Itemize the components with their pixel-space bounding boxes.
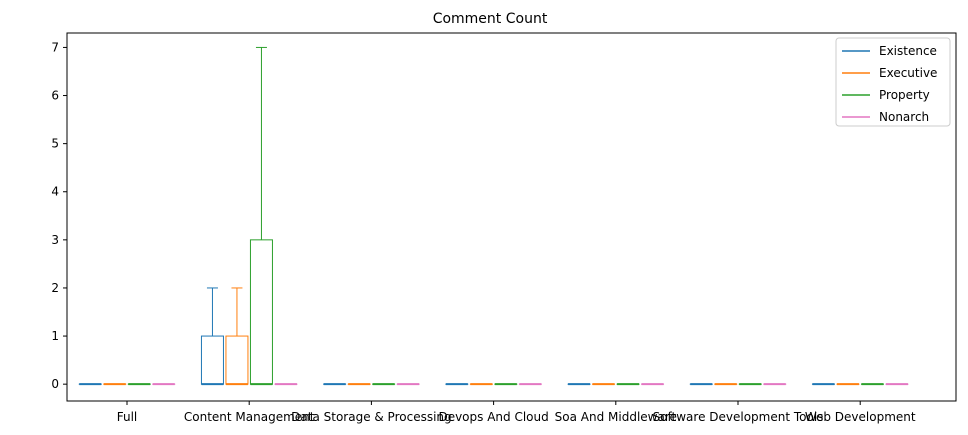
box-body xyxy=(200,335,224,385)
x-tick-label: Data Storage & Processing xyxy=(291,410,451,424)
x-tick-label: Soa And Middleware xyxy=(555,410,677,424)
legend-label: Nonarch xyxy=(879,110,929,124)
y-tick-label: 4 xyxy=(51,185,59,199)
legend-label: Existence xyxy=(879,44,937,58)
box-body xyxy=(225,335,249,385)
box-executive xyxy=(225,287,249,386)
x-tick-label: Software Development Tools xyxy=(653,410,824,424)
legend-frame xyxy=(835,37,951,127)
y-tick-label: 7 xyxy=(51,40,59,54)
y-tick-label: 1 xyxy=(51,329,59,343)
y-tick-label: 5 xyxy=(51,137,59,151)
legend: Existence Executive Property Nonarch xyxy=(835,37,951,127)
box-body xyxy=(249,239,273,385)
x-tick-label: Devops And Cloud xyxy=(438,410,548,424)
x-tick-label: Content Management xyxy=(184,410,315,424)
boxes-layer xyxy=(78,46,909,386)
y-tick-label: 6 xyxy=(51,89,59,103)
box-existence xyxy=(200,287,224,386)
chart-title: Comment Count xyxy=(433,11,548,27)
legend-label: Executive xyxy=(879,66,937,80)
x-tick-label: Web Development xyxy=(805,410,916,424)
plot-frame xyxy=(66,32,957,402)
legend-label: Property xyxy=(879,88,930,102)
y-tick-label: 2 xyxy=(51,281,59,295)
y-tick-label: 3 xyxy=(51,233,59,247)
y-axis: 0 1 2 3 4 5 6 7 xyxy=(51,40,67,391)
x-tick-label: Full xyxy=(117,410,138,424)
y-tick-label: 0 xyxy=(51,377,59,391)
box-property xyxy=(249,46,273,386)
